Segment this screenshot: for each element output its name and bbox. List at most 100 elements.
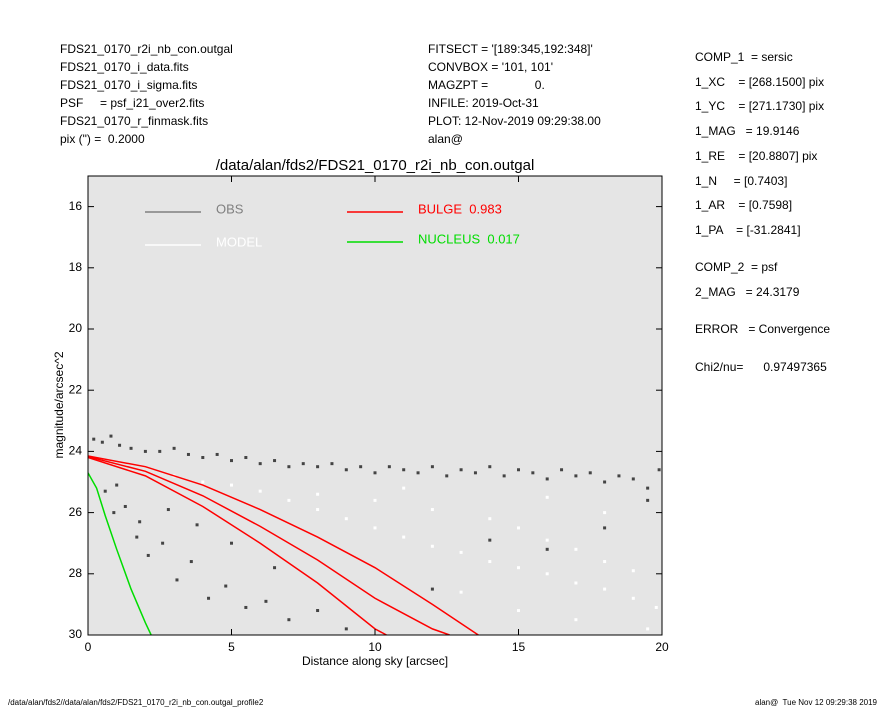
chart-title: /data/alan/fds2/FDS21_0170_r2i_nb_con.ou… [216, 157, 535, 174]
point [258, 462, 262, 466]
y-tick-label: 30 [69, 627, 83, 641]
point [287, 465, 291, 469]
x-tick-label: 10 [368, 640, 382, 654]
nucleus-line [88, 472, 152, 635]
point [258, 489, 262, 493]
header-left-line: FDS21_0170_i_data.fits [60, 60, 189, 74]
y-axis-label: magnitude/arcsec^2 [52, 351, 66, 458]
point [224, 584, 228, 588]
header-left-line: FDS21_0170_r_finmask.fits [60, 114, 208, 128]
point [287, 498, 291, 502]
plot-area [88, 176, 662, 635]
y-tick-label: 26 [69, 505, 83, 519]
point [373, 526, 377, 530]
point [244, 605, 248, 609]
header-right-line: 1_N = [0.7403] [695, 174, 787, 188]
point [646, 498, 650, 502]
point [161, 541, 165, 545]
header-right-line: COMP_2 = psf [695, 260, 778, 274]
point [502, 474, 506, 478]
point [244, 456, 248, 460]
point [201, 480, 205, 484]
point [287, 618, 291, 622]
y-tick-label: 28 [69, 566, 83, 580]
point [430, 465, 434, 469]
plot-frame [87, 175, 663, 636]
point [344, 517, 348, 521]
legend-label: BULGE 0.983 [418, 201, 502, 216]
header-right-line: 1_MAG = 19.9146 [695, 124, 800, 138]
bulge-line [88, 456, 387, 635]
point [172, 446, 176, 450]
legend-label: MODEL [216, 234, 262, 249]
point [373, 498, 377, 502]
header-right-line: 1_RE = [20.8807] pix [695, 149, 817, 163]
y-tick-label: 16 [69, 199, 83, 213]
header-right-line: 2_MAG = 24.3179 [695, 285, 800, 299]
footer-right: alan@ Tue Nov 12 09:29:38 2019 [755, 698, 878, 707]
point [230, 459, 233, 463]
x-tick-label: 15 [512, 640, 526, 654]
point [430, 587, 434, 591]
point [531, 471, 535, 475]
point [488, 465, 492, 469]
point [230, 483, 233, 487]
point [473, 471, 477, 475]
header-left-line: FDS21_0170_i_sigma.fits [60, 78, 197, 92]
header-right-line: 1_XC = [268.1500] pix [695, 75, 824, 89]
point [488, 560, 492, 564]
point [129, 446, 133, 450]
point [646, 627, 650, 631]
point [517, 609, 520, 613]
header-middle-line: PLOT: 12-Nov-2019 09:29:38.00 [428, 114, 601, 128]
point [115, 483, 119, 487]
header-right-line: COMP_1 = sersic [695, 50, 793, 64]
point [654, 605, 658, 609]
bulge-line [88, 455, 479, 635]
point [445, 474, 449, 478]
point [100, 440, 104, 444]
point [166, 508, 170, 512]
point [545, 538, 549, 542]
header-middle-line: INFILE: 2019-Oct-31 [428, 96, 539, 110]
point [215, 452, 219, 456]
point [459, 468, 463, 472]
point [430, 508, 434, 512]
point [189, 560, 193, 564]
point [112, 511, 116, 515]
point [158, 449, 162, 453]
point [109, 434, 113, 438]
point [657, 468, 661, 472]
y-tick-label: 22 [69, 382, 83, 396]
point [631, 477, 635, 481]
point [517, 468, 520, 472]
point [207, 596, 211, 600]
point [387, 465, 391, 469]
header-middle-line: FITSECT = '[189:345,192:348]' [428, 42, 593, 56]
point [316, 492, 320, 496]
legend-label: OBS [216, 201, 244, 216]
point [646, 486, 650, 490]
header-right-line: 1_AR = [0.7598] [695, 198, 792, 212]
point [123, 504, 127, 508]
point [545, 572, 549, 576]
header-right-line: ERROR = Convergence [695, 322, 830, 336]
header-middle-line: CONVBOX = '101, 101' [428, 60, 553, 74]
point [603, 560, 607, 564]
header-right-line: 1_PA = [-31.2841] [695, 223, 801, 237]
header-left-line: FDS21_0170_r2i_nb_con.outgal [60, 42, 233, 56]
x-tick-label: 0 [85, 640, 92, 654]
point [373, 471, 377, 475]
point [103, 489, 107, 493]
header-middle-line: alan@ [428, 132, 463, 146]
plot-marks [88, 434, 661, 635]
point [402, 468, 406, 472]
point [603, 587, 607, 591]
point [416, 471, 420, 475]
point [330, 462, 334, 466]
header-right-line: Chi2/nu= 0.97497365 [695, 360, 827, 374]
header-middle-line: MAGZPT = 0. [428, 78, 545, 92]
point [301, 462, 305, 466]
footer-left: /data/alan/fds2//data/alan/fds2/FDS21_01… [8, 698, 264, 707]
